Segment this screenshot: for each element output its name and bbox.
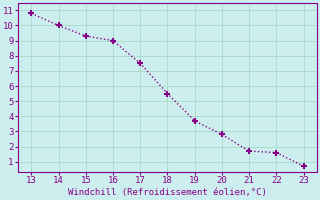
- X-axis label: Windchill (Refroidissement éolien,°C): Windchill (Refroidissement éolien,°C): [68, 188, 267, 197]
